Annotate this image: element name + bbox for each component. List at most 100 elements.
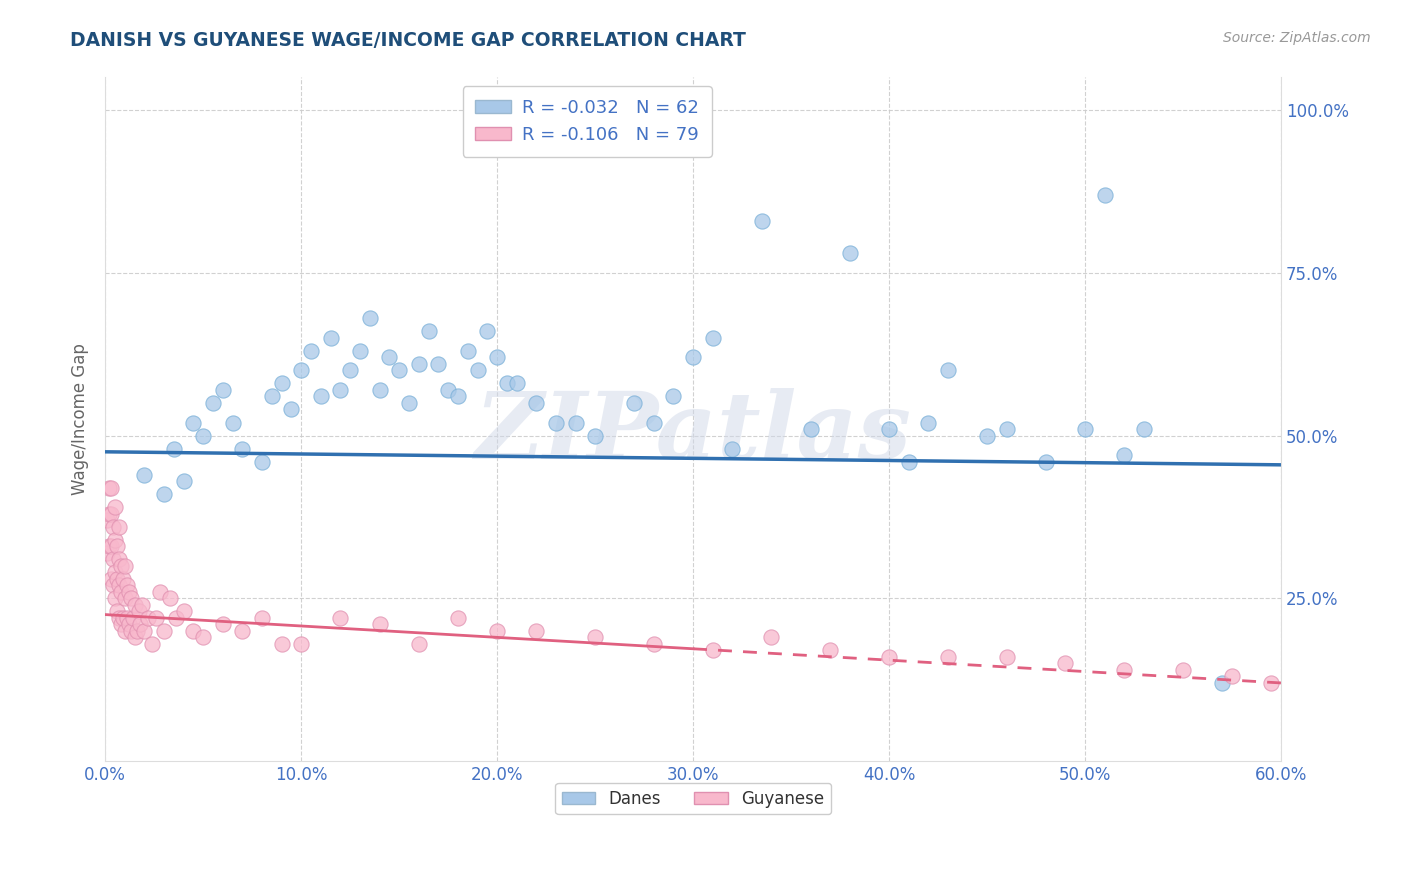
- Point: [721, 442, 744, 456]
- Point: [118, 617, 141, 632]
- Point: [877, 422, 900, 436]
- Point: [131, 598, 153, 612]
- Point: [486, 351, 509, 365]
- Point: [108, 578, 131, 592]
- Point: [98, 539, 121, 553]
- Point: [544, 416, 567, 430]
- Point: [105, 572, 128, 586]
- Point: [643, 416, 665, 430]
- Point: [751, 213, 773, 227]
- Point: [211, 617, 233, 632]
- Point: [231, 442, 253, 456]
- Point: [447, 389, 470, 403]
- Point: [250, 454, 273, 468]
- Point: [329, 611, 352, 625]
- Point: [141, 637, 163, 651]
- Point: [114, 558, 136, 573]
- Point: [173, 604, 195, 618]
- Point: [662, 389, 685, 403]
- Point: [149, 584, 172, 599]
- Point: [183, 624, 205, 638]
- Point: [110, 558, 132, 573]
- Point: [270, 376, 292, 391]
- Point: [145, 611, 167, 625]
- Point: [583, 428, 606, 442]
- Point: [467, 363, 489, 377]
- Point: [477, 324, 499, 338]
- Point: [96, 546, 118, 560]
- Point: [250, 611, 273, 625]
- Point: [368, 383, 391, 397]
- Point: [800, 422, 823, 436]
- Point: [1220, 669, 1243, 683]
- Point: [114, 624, 136, 638]
- Point: [761, 631, 783, 645]
- Point: [1035, 454, 1057, 468]
- Point: [105, 539, 128, 553]
- Point: [936, 649, 959, 664]
- Point: [1171, 663, 1194, 677]
- Point: [231, 624, 253, 638]
- Point: [96, 513, 118, 527]
- Point: [447, 611, 470, 625]
- Point: [976, 428, 998, 442]
- Point: [110, 584, 132, 599]
- Point: [183, 416, 205, 430]
- Point: [524, 624, 547, 638]
- Point: [329, 383, 352, 397]
- Point: [101, 578, 124, 592]
- Point: [98, 507, 121, 521]
- Point: [877, 649, 900, 664]
- Point: [583, 631, 606, 645]
- Point: [702, 643, 724, 657]
- Point: [201, 396, 224, 410]
- Point: [105, 604, 128, 618]
- Point: [368, 617, 391, 632]
- Point: [437, 383, 460, 397]
- Point: [838, 246, 860, 260]
- Point: [173, 474, 195, 488]
- Text: Source: ZipAtlas.com: Source: ZipAtlas.com: [1223, 31, 1371, 45]
- Point: [111, 611, 134, 625]
- Point: [153, 624, 176, 638]
- Point: [111, 572, 134, 586]
- Point: [290, 637, 312, 651]
- Point: [643, 637, 665, 651]
- Point: [153, 487, 176, 501]
- Point: [339, 363, 361, 377]
- Point: [124, 631, 146, 645]
- Point: [211, 383, 233, 397]
- Point: [378, 351, 401, 365]
- Point: [115, 611, 138, 625]
- Point: [290, 363, 312, 377]
- Point: [163, 442, 186, 456]
- Point: [280, 402, 302, 417]
- Point: [897, 454, 920, 468]
- Legend: Danes, Guyanese: Danes, Guyanese: [555, 783, 831, 814]
- Point: [820, 643, 842, 657]
- Point: [100, 507, 122, 521]
- Point: [398, 396, 420, 410]
- Point: [1054, 657, 1077, 671]
- Point: [129, 617, 152, 632]
- Point: [349, 343, 371, 358]
- Point: [524, 396, 547, 410]
- Point: [1114, 448, 1136, 462]
- Point: [101, 552, 124, 566]
- Point: [309, 389, 332, 403]
- Point: [118, 584, 141, 599]
- Point: [1094, 187, 1116, 202]
- Point: [1114, 663, 1136, 677]
- Point: [120, 624, 142, 638]
- Point: [124, 598, 146, 612]
- Point: [115, 578, 138, 592]
- Point: [917, 416, 939, 430]
- Point: [418, 324, 440, 338]
- Point: [120, 591, 142, 606]
- Text: DANISH VS GUYANESE WAGE/INCOME GAP CORRELATION CHART: DANISH VS GUYANESE WAGE/INCOME GAP CORRE…: [70, 31, 747, 50]
- Point: [134, 624, 156, 638]
- Point: [104, 533, 127, 547]
- Point: [110, 617, 132, 632]
- Text: ZIPatlas: ZIPatlas: [475, 388, 911, 478]
- Point: [995, 422, 1018, 436]
